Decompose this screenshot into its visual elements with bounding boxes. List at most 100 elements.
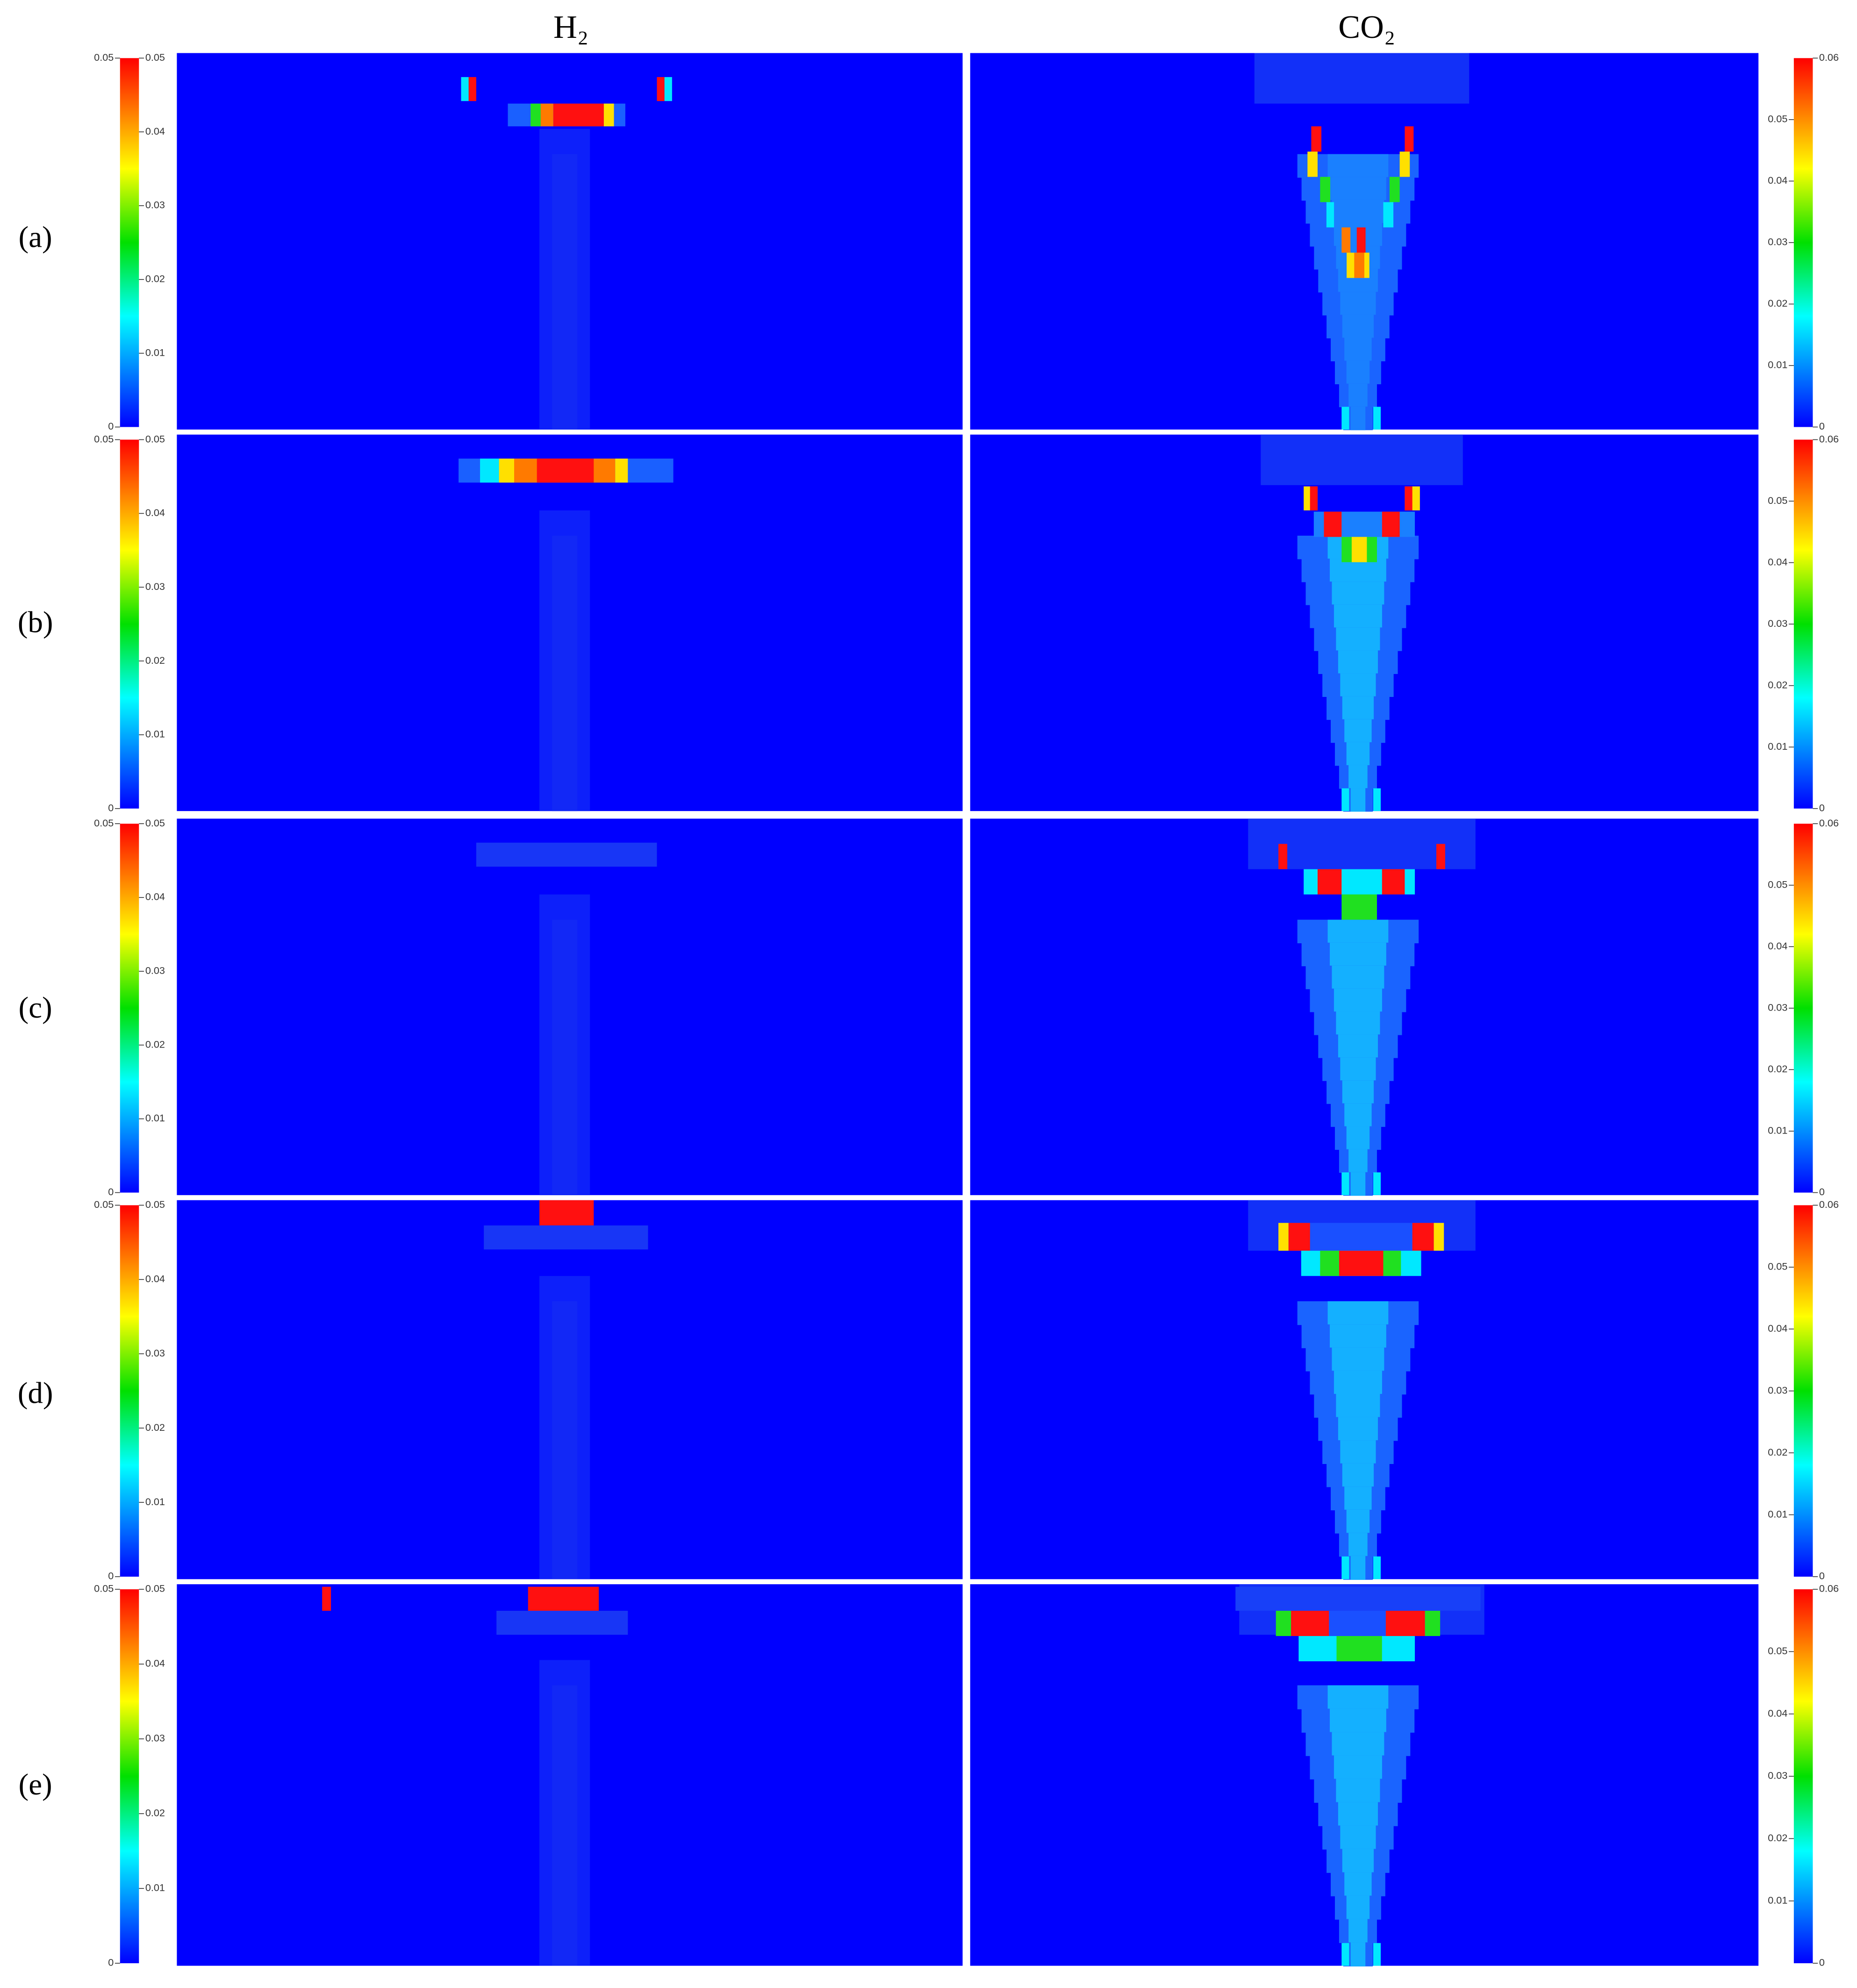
colorbar-range-label: 0 bbox=[108, 420, 114, 432]
plume-cell bbox=[1341, 1943, 1349, 1966]
plume-cell bbox=[1327, 154, 1389, 178]
colorbar-tick-label: 0.01 bbox=[145, 1112, 165, 1124]
colorbar-tick-label: 0.05 bbox=[145, 1583, 165, 1594]
plume-cell bbox=[1339, 1250, 1384, 1276]
plume-cell bbox=[1350, 788, 1366, 812]
colorbar bbox=[120, 824, 139, 1193]
colorbar-tick-label: 0.03 bbox=[1768, 617, 1787, 629]
colorbar-range-label: 0.05 bbox=[94, 1199, 114, 1210]
plume-cell bbox=[1340, 1825, 1376, 1850]
plume-cell bbox=[1288, 1223, 1310, 1251]
plume-cell bbox=[1310, 486, 1318, 510]
plume-cell bbox=[1344, 1486, 1372, 1511]
plume-cell bbox=[1334, 1371, 1382, 1395]
plume-cell bbox=[1332, 1732, 1384, 1756]
plume-cell bbox=[1324, 511, 1342, 537]
colorbar-tick-label: 0.04 bbox=[1768, 556, 1787, 567]
plume-cell bbox=[1373, 1556, 1381, 1579]
colorbar bbox=[1793, 1589, 1813, 1964]
plume-cell bbox=[664, 77, 672, 101]
faint-plume bbox=[552, 919, 578, 1195]
plume-cell bbox=[1338, 1417, 1378, 1441]
plume-cell bbox=[540, 103, 553, 127]
colorbar-range-label: 0 bbox=[108, 802, 114, 813]
colorbar-tick-label: 0.02 bbox=[1768, 297, 1787, 309]
plume-cell bbox=[322, 1586, 331, 1611]
plume-cell bbox=[615, 459, 628, 483]
colorbar-range-label: 0 bbox=[108, 1957, 114, 1968]
plume-cell bbox=[1341, 1556, 1349, 1579]
colorbar-tick-label: 0.04 bbox=[1768, 940, 1787, 952]
plume-cell bbox=[499, 459, 515, 483]
plume-cell bbox=[1346, 1895, 1370, 1920]
colorbar-tick-label: 0.02 bbox=[145, 273, 165, 285]
colorbar-range-label: 0 bbox=[1819, 1570, 1825, 1582]
plume-cell bbox=[531, 103, 541, 127]
colorbar-tick-label: 0.02 bbox=[1768, 679, 1787, 690]
colorbar-range-label: 0.05 bbox=[94, 817, 114, 829]
plume-cell bbox=[528, 1586, 599, 1611]
plume-cell bbox=[1382, 511, 1400, 537]
colorbar-range-label: 0 bbox=[1819, 1186, 1825, 1198]
colorbar-range-label: 0 bbox=[1819, 420, 1825, 432]
plume-cell bbox=[1327, 1301, 1389, 1325]
row-label: (c) bbox=[19, 991, 52, 1025]
plume-cell bbox=[1338, 650, 1378, 674]
plume-cell bbox=[1342, 1080, 1374, 1104]
plume-cell bbox=[1346, 1509, 1370, 1534]
column-title: H₂ bbox=[553, 9, 588, 45]
row-label: (e) bbox=[19, 1768, 52, 1801]
colorbar-tick-label: 0.03 bbox=[145, 1347, 165, 1359]
plume-cell bbox=[1350, 406, 1366, 431]
colorbar-range-label: 0 bbox=[1819, 802, 1825, 813]
plume-cell bbox=[1373, 788, 1381, 811]
colorbar-range-label: 0 bbox=[108, 1186, 114, 1198]
plume-cap bbox=[1254, 53, 1470, 104]
row-label: (b) bbox=[18, 606, 53, 639]
faint-plume bbox=[552, 154, 578, 430]
plume-cell bbox=[603, 103, 614, 127]
plume-cell bbox=[1350, 1942, 1366, 1966]
plume-cell bbox=[1311, 126, 1322, 152]
colorbar-tick-label: 0.03 bbox=[145, 965, 165, 976]
colorbar bbox=[1793, 439, 1813, 809]
plume-cell bbox=[1330, 559, 1386, 582]
colorbar-tick-label: 0.01 bbox=[1768, 1125, 1787, 1136]
colorbar-tick-label: 0.01 bbox=[145, 346, 165, 358]
plume-cell bbox=[1336, 1011, 1380, 1035]
colorbar-range-label: 0.05 bbox=[94, 433, 114, 445]
colorbar-range-label: 0.06 bbox=[1819, 817, 1839, 829]
plume-cell bbox=[537, 459, 594, 483]
row-label: (a) bbox=[19, 220, 52, 254]
plume-cell bbox=[1341, 227, 1351, 253]
plume-cell bbox=[1348, 1919, 1368, 1943]
plume-cell bbox=[1342, 315, 1374, 338]
colorbar-tick-label: 0.05 bbox=[1768, 878, 1787, 890]
colorbar-tick-label: 0.05 bbox=[145, 1199, 165, 1210]
plume-cell bbox=[1307, 151, 1318, 177]
plume-cell bbox=[1336, 1779, 1380, 1803]
plume-cell bbox=[1330, 942, 1386, 967]
colorbar-tick-label: 0.05 bbox=[1768, 113, 1787, 125]
plume-cell bbox=[1336, 1394, 1380, 1418]
plume-cell bbox=[1327, 919, 1389, 944]
colorbar-tick-label: 0.03 bbox=[145, 199, 165, 211]
plume-cell bbox=[1436, 844, 1445, 869]
colorbar-tick-label: 0.04 bbox=[1768, 174, 1787, 186]
plume-cell bbox=[1276, 1610, 1291, 1636]
plume-cell bbox=[1346, 742, 1370, 766]
colorbar-tick-label: 0.04 bbox=[145, 1273, 165, 1285]
plume-cell bbox=[1338, 1802, 1378, 1826]
colorbar-tick-label: 0.04 bbox=[1768, 1707, 1787, 1719]
plume-cell bbox=[1412, 1223, 1434, 1251]
colorbar-tick-label: 0.03 bbox=[145, 1732, 165, 1744]
faint-plume bbox=[552, 1301, 578, 1579]
row-label: (d) bbox=[18, 1376, 53, 1410]
colorbar-tick-label: 0.02 bbox=[1768, 1832, 1787, 1844]
plume-cell bbox=[1341, 894, 1377, 920]
plume-cell bbox=[1341, 407, 1349, 430]
plume-cell bbox=[1351, 537, 1367, 562]
colorbar bbox=[120, 1589, 139, 1964]
colorbar-tick-label: 0.03 bbox=[1768, 1001, 1787, 1013]
